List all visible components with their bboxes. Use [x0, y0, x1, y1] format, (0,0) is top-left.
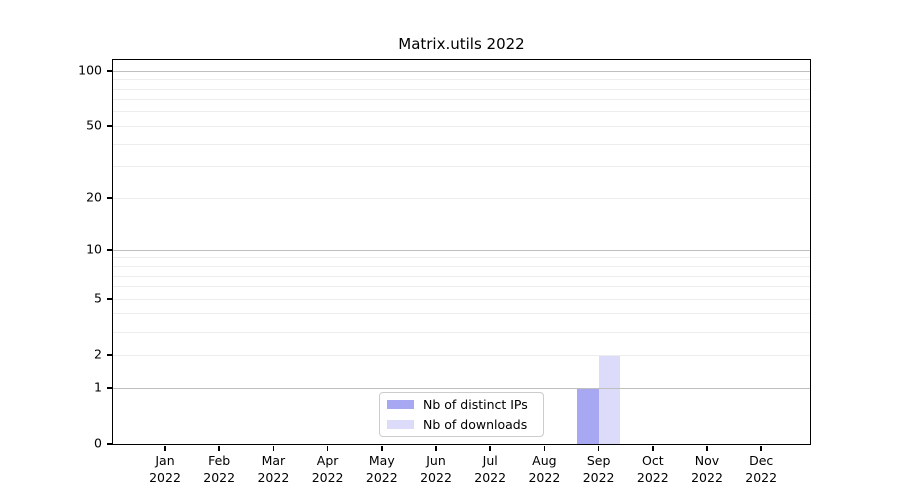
- y-gridline-minor: [113, 331, 810, 333]
- legend-swatch-downloads: [387, 420, 414, 429]
- y-tick-label: 10: [86, 241, 102, 257]
- x-tick-label: Jul 2022: [474, 453, 507, 485]
- x-tick-label: Jun 2022: [420, 453, 452, 485]
- legend-item-downloads: Nb of downloads: [387, 417, 535, 432]
- y-gridline-minor: [113, 298, 810, 300]
- y-tick: [106, 387, 112, 389]
- y-gridline-minor: [113, 166, 810, 168]
- legend-swatch-distinct-ips: [387, 400, 414, 409]
- bar-distinct-ips: [576, 388, 599, 444]
- legend-label: Nb of distinct IPs: [423, 397, 528, 412]
- x-tick: [326, 445, 329, 452]
- y-gridline-minor: [113, 111, 810, 113]
- x-tick: [272, 445, 275, 452]
- y-tick-label: 0: [94, 435, 102, 451]
- y-gridline-minor: [113, 286, 810, 288]
- y-tick-label: 2: [94, 346, 102, 362]
- y-gridline-major: [113, 70, 810, 72]
- y-gridline-minor: [113, 79, 810, 81]
- legend-label: Nb of downloads: [423, 417, 528, 432]
- x-tick: [435, 445, 437, 452]
- y-gridline-minor: [113, 266, 810, 267]
- x-tick-label: Dec 2022: [745, 453, 778, 485]
- y-tick-label: 20: [86, 189, 102, 205]
- y-tick-label: 5: [94, 290, 102, 306]
- y-tick: [106, 443, 112, 445]
- bar-downloads: [598, 355, 621, 444]
- y-gridline-minor: [113, 257, 810, 259]
- x-tick: [164, 445, 166, 452]
- y-tick: [106, 354, 112, 357]
- y-tick-label: 50: [86, 117, 102, 133]
- y-gridline-minor: [113, 197, 810, 199]
- x-tick-label: Sep 2022: [582, 453, 615, 485]
- x-tick-label: Jan 2022: [149, 453, 181, 485]
- x-tick-label: Mar 2022: [257, 453, 290, 485]
- y-gridline-minor: [113, 88, 810, 90]
- y-gridline-major: [113, 387, 810, 389]
- x-tick: [218, 445, 221, 452]
- y-tick: [106, 125, 112, 128]
- y-gridline-minor: [113, 354, 810, 356]
- x-tick-label: Oct 2022: [636, 453, 669, 485]
- plot-frame: [112, 59, 811, 445]
- legend: Nb of distinct IPs Nb of downloads: [379, 392, 544, 437]
- y-tick: [106, 70, 112, 73]
- x-tick-label: Nov 2022: [691, 453, 723, 485]
- x-tick: [706, 445, 708, 452]
- x-tick: [380, 445, 383, 452]
- legend-item-distinct-ips: Nb of distinct IPs: [387, 397, 535, 412]
- x-tick: [760, 445, 763, 452]
- y-gridline-minor: [113, 313, 810, 315]
- x-tick: [651, 445, 654, 452]
- y-gridline-minor: [113, 99, 810, 101]
- y-gridline-major: [113, 249, 810, 251]
- y-tick: [106, 298, 112, 301]
- y-gridline-minor: [113, 275, 810, 277]
- x-tick: [543, 445, 546, 452]
- x-tick-label: Aug 2022: [528, 453, 561, 485]
- x-tick-label: May 2022: [365, 453, 398, 485]
- x-tick: [597, 445, 600, 452]
- x-tick: [489, 445, 492, 452]
- y-gridline-minor: [113, 125, 810, 127]
- chart-title: Matrix.utils 2022: [398, 35, 525, 53]
- y-tick: [106, 249, 112, 252]
- y-gridline-minor: [113, 143, 810, 145]
- y-tick-label: 1: [94, 379, 102, 395]
- y-tick: [106, 197, 112, 199]
- y-tick-label: 100: [78, 62, 102, 78]
- x-tick-label: Feb 2022: [203, 453, 236, 485]
- x-tick-label: Apr 2022: [311, 453, 344, 485]
